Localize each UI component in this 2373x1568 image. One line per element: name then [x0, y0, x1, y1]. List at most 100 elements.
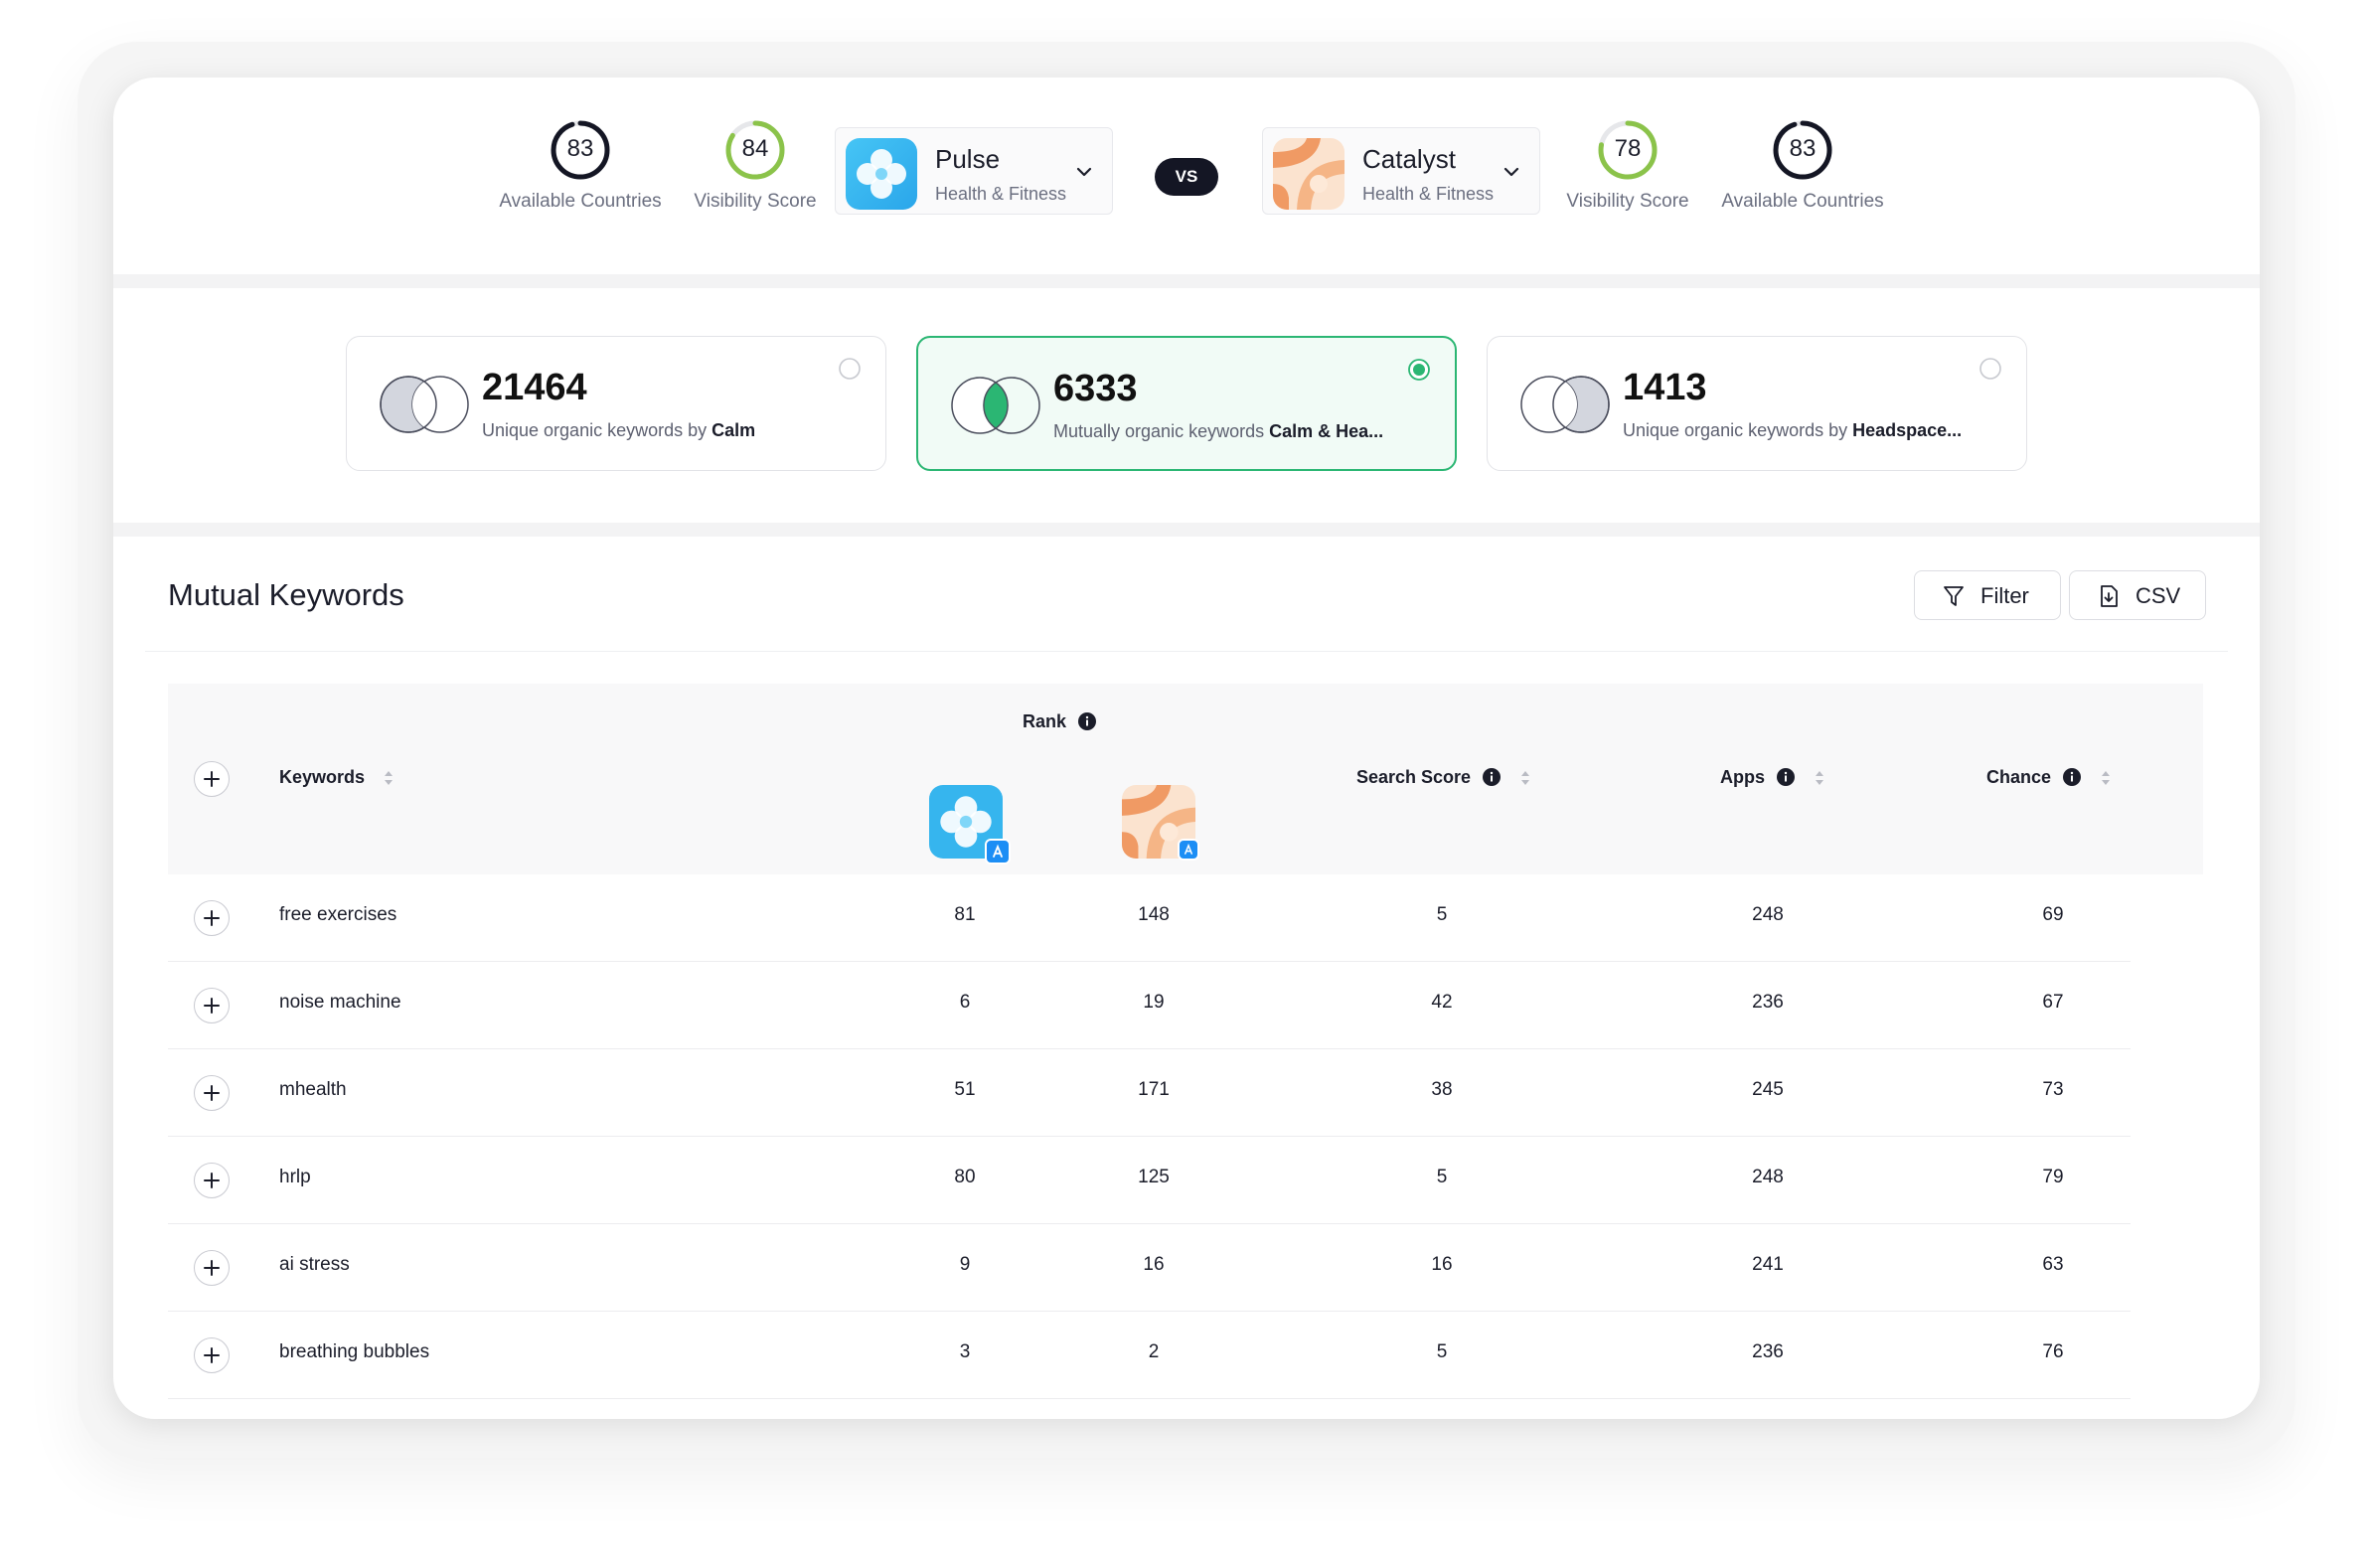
search-score-cell: 5: [1436, 1167, 1448, 1187]
plus-icon: [204, 1347, 220, 1363]
left-app-selector[interactable]: Pulse Health & Fitness: [835, 127, 1113, 215]
table-row[interactable]: free exercises 81 148 5 248 69: [168, 874, 2131, 962]
radio-selected[interactable]: [1407, 358, 1431, 382]
rank-right-cell: 2: [1148, 1341, 1160, 1362]
filter-icon: [1944, 586, 1964, 606]
section-title: Mutual Keywords: [168, 577, 404, 612]
keyword-set-description: Mutually organic keywords Calm & Hea...: [1053, 421, 1384, 441]
catalyst-rank-app-icon: [1122, 785, 1195, 859]
sort-icon[interactable]: [382, 767, 396, 789]
keywords-column-header[interactable]: Keywords: [279, 767, 396, 789]
rank-left-cell: 81: [954, 904, 976, 925]
expand-row-button[interactable]: [194, 1075, 230, 1111]
rank-right-cell: 171: [1138, 1079, 1170, 1100]
rank-left-cell: 3: [959, 1341, 971, 1362]
apps-cell: 248: [1752, 904, 1784, 925]
chance-cell: 63: [2042, 1254, 2064, 1275]
table-row[interactable]: hrlp 80 125 5 248 79: [168, 1137, 2131, 1224]
plus-icon: [204, 1085, 220, 1101]
app-name: Catalyst: [1362, 144, 1456, 174]
right-app-selector[interactable]: Catalyst Health & Fitness: [1262, 127, 1540, 215]
metric-label: Available Countries: [1721, 191, 1884, 212]
expand-row-button[interactable]: [194, 900, 230, 936]
table-header: Keywords Rank: [168, 684, 2203, 874]
venn-right-icon: [1520, 376, 1610, 433]
title-divider: [145, 651, 2228, 652]
rank-left-cell: 9: [959, 1254, 971, 1275]
search-score-cell: 38: [1431, 1079, 1453, 1100]
csv-export-button[interactable]: CSV: [2069, 570, 2206, 620]
app-compare-bar: 83 Available Countries 84 Visibility Sco…: [113, 78, 2260, 274]
rank-right-cell: 125: [1138, 1167, 1170, 1187]
apps-cell: 236: [1752, 1341, 1784, 1362]
sort-icon[interactable]: [2099, 767, 2113, 789]
table-row[interactable]: breathing bubbles 3 2 5 236 76: [168, 1312, 2131, 1399]
csv-label: CSV: [2136, 583, 2181, 608]
apps-cell: 236: [1752, 992, 1784, 1013]
keyword-set-description: Unique organic keywords by Calm: [482, 420, 756, 440]
metric-label: Visibility Score: [1566, 191, 1689, 212]
keyword-cell: noise machine: [279, 992, 401, 1013]
expand-row-button[interactable]: [194, 1250, 230, 1286]
apps-cell: 248: [1752, 1167, 1784, 1187]
plus-icon: [204, 1173, 220, 1188]
radio-unselected[interactable]: [1978, 357, 2002, 381]
unique-left-keywords-card[interactable]: 21464 Unique organic keywords by Calm: [346, 336, 886, 471]
apps-cell: 241: [1752, 1254, 1784, 1275]
metric-label: Available Countries: [499, 191, 662, 212]
right-available-countries: 83 Available Countries: [1703, 119, 1902, 213]
section-separator: [113, 274, 2260, 288]
score-ring: 83: [550, 119, 611, 181]
score-ring: 83: [1772, 119, 1833, 181]
unique-right-keywords-card[interactable]: 1413 Unique organic keywords by Headspac…: [1487, 336, 2027, 471]
table-row[interactable]: ai stress 9 16 16 241 63: [168, 1224, 2131, 1312]
rank-right-cell: 19: [1143, 992, 1165, 1013]
keyword-cell: free exercises: [279, 904, 397, 925]
keyword-count: 21464: [482, 367, 587, 408]
rank-right-cell: 16: [1143, 1254, 1165, 1275]
plus-icon: [204, 998, 220, 1014]
right-visibility-score: 78 Visibility Score: [1528, 119, 1727, 213]
score-value: 83: [1789, 135, 1817, 162]
filter-button[interactable]: Filter: [1914, 570, 2061, 620]
chance-cell: 73: [2042, 1079, 2064, 1100]
catalyst-app-icon: [1273, 138, 1345, 210]
sort-icon[interactable]: [1518, 767, 1532, 789]
score-value: 83: [566, 135, 594, 162]
rank-right-cell: 148: [1138, 904, 1170, 925]
table-row[interactable]: mhealth 51 171 38 245 73: [168, 1049, 2131, 1137]
search-score-cell: 5: [1436, 904, 1448, 925]
venn-left-icon: [380, 376, 469, 433]
chance-cell: 79: [2042, 1167, 2064, 1187]
download-file-icon: [2101, 585, 2118, 607]
expand-row-button[interactable]: [194, 1163, 230, 1198]
left-visibility-score: 84 Visibility Score: [656, 119, 855, 213]
search-score-column-header[interactable]: Search Score: [1356, 767, 1532, 789]
table-row[interactable]: noise machine 6 19 42 236 67: [168, 962, 2131, 1049]
section-separator: [113, 523, 2260, 537]
expand-row-button[interactable]: [194, 988, 230, 1023]
filter-label: Filter: [1980, 583, 2029, 608]
search-score-cell: 5: [1436, 1341, 1448, 1362]
info-icon[interactable]: [2062, 767, 2082, 787]
rank-left-cell: 51: [954, 1079, 976, 1100]
chance-column-header[interactable]: Chance: [1986, 767, 2113, 789]
mutual-keywords-card[interactable]: 6333 Mutually organic keywords Calm & He…: [916, 336, 1457, 471]
left-available-countries: 83 Available Countries: [481, 119, 680, 213]
score-value: 78: [1614, 135, 1642, 162]
sort-icon[interactable]: [1813, 767, 1826, 789]
info-icon[interactable]: [1776, 767, 1796, 787]
apps-column-header[interactable]: Apps: [1720, 767, 1826, 789]
keyword-count: 1413: [1623, 367, 1707, 408]
comparison-card: 83 Available Countries 84 Visibility Sco…: [113, 78, 2260, 1419]
chance-cell: 67: [2042, 992, 2064, 1013]
rank-left-cell: 80: [954, 1167, 976, 1187]
radio-unselected[interactable]: [838, 357, 862, 381]
expand-all-button[interactable]: [194, 761, 230, 797]
info-icon[interactable]: [1077, 711, 1097, 731]
keyword-cell: hrlp: [279, 1167, 311, 1187]
expand-row-button[interactable]: [194, 1337, 230, 1373]
info-icon[interactable]: [1482, 767, 1502, 787]
chevron-down-icon: [1076, 167, 1092, 177]
apps-cell: 245: [1752, 1079, 1784, 1100]
